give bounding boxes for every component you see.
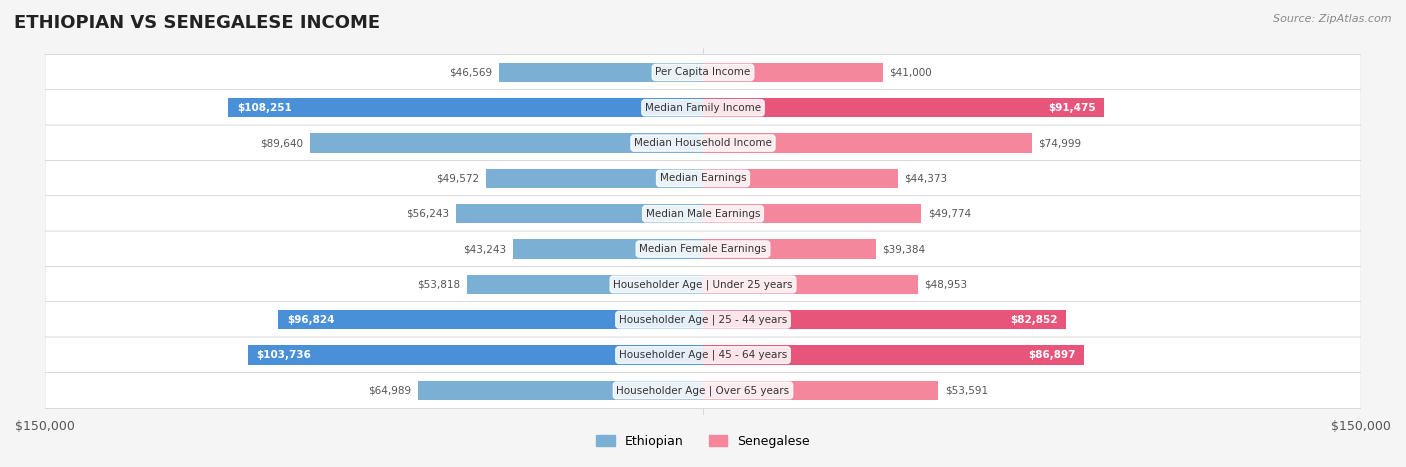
Bar <box>278 310 703 329</box>
Text: Median Earnings: Median Earnings <box>659 173 747 184</box>
Bar <box>703 275 918 294</box>
Bar <box>247 345 703 365</box>
Text: Householder Age | 25 - 44 years: Householder Age | 25 - 44 years <box>619 314 787 325</box>
FancyBboxPatch shape <box>45 266 1361 303</box>
Text: $49,774: $49,774 <box>928 209 972 219</box>
Text: Median Family Income: Median Family Income <box>645 103 761 113</box>
Bar <box>418 381 703 400</box>
FancyBboxPatch shape <box>45 231 1361 267</box>
FancyBboxPatch shape <box>45 90 1361 126</box>
Text: $49,572: $49,572 <box>436 173 479 184</box>
Text: $89,640: $89,640 <box>260 138 304 148</box>
Text: $39,384: $39,384 <box>883 244 925 254</box>
FancyBboxPatch shape <box>45 160 1361 197</box>
Bar <box>703 381 938 400</box>
Text: $46,569: $46,569 <box>449 67 492 78</box>
Bar <box>228 98 703 118</box>
Text: $56,243: $56,243 <box>406 209 450 219</box>
Text: Median Household Income: Median Household Income <box>634 138 772 148</box>
Bar <box>703 204 921 223</box>
FancyBboxPatch shape <box>45 372 1361 408</box>
Bar <box>309 134 703 153</box>
Text: Householder Age | Over 65 years: Householder Age | Over 65 years <box>616 385 790 396</box>
Bar <box>703 98 1104 118</box>
Text: $91,475: $91,475 <box>1047 103 1095 113</box>
Text: $103,736: $103,736 <box>257 350 312 360</box>
Text: Householder Age | Under 25 years: Householder Age | Under 25 years <box>613 279 793 290</box>
Bar <box>485 169 703 188</box>
Text: $74,999: $74,999 <box>1039 138 1081 148</box>
Text: $44,373: $44,373 <box>904 173 948 184</box>
FancyBboxPatch shape <box>45 125 1361 161</box>
FancyBboxPatch shape <box>45 54 1361 91</box>
Text: $53,818: $53,818 <box>418 279 460 290</box>
Text: $82,852: $82,852 <box>1010 315 1057 325</box>
Bar <box>703 134 1032 153</box>
Text: $86,897: $86,897 <box>1028 350 1076 360</box>
Text: $41,000: $41,000 <box>890 67 932 78</box>
Text: $43,243: $43,243 <box>464 244 506 254</box>
Bar <box>513 240 703 259</box>
Legend: Ethiopian, Senegalese: Ethiopian, Senegalese <box>591 430 815 453</box>
FancyBboxPatch shape <box>45 196 1361 232</box>
Text: $108,251: $108,251 <box>236 103 291 113</box>
Bar <box>457 204 703 223</box>
Text: $96,824: $96,824 <box>287 315 335 325</box>
Text: Median Male Earnings: Median Male Earnings <box>645 209 761 219</box>
Text: $64,989: $64,989 <box>368 385 412 396</box>
Bar <box>467 275 703 294</box>
Text: ETHIOPIAN VS SENEGALESE INCOME: ETHIOPIAN VS SENEGALESE INCOME <box>14 14 380 32</box>
FancyBboxPatch shape <box>45 302 1361 338</box>
Text: $53,591: $53,591 <box>945 385 988 396</box>
Bar <box>499 63 703 82</box>
Text: Per Capita Income: Per Capita Income <box>655 67 751 78</box>
Text: Source: ZipAtlas.com: Source: ZipAtlas.com <box>1274 14 1392 24</box>
Text: Median Female Earnings: Median Female Earnings <box>640 244 766 254</box>
Bar <box>703 240 876 259</box>
Bar <box>703 169 897 188</box>
Text: Householder Age | 45 - 64 years: Householder Age | 45 - 64 years <box>619 350 787 361</box>
Bar <box>703 310 1067 329</box>
Bar <box>703 63 883 82</box>
Text: $48,953: $48,953 <box>924 279 967 290</box>
Bar <box>703 345 1084 365</box>
FancyBboxPatch shape <box>45 337 1361 373</box>
